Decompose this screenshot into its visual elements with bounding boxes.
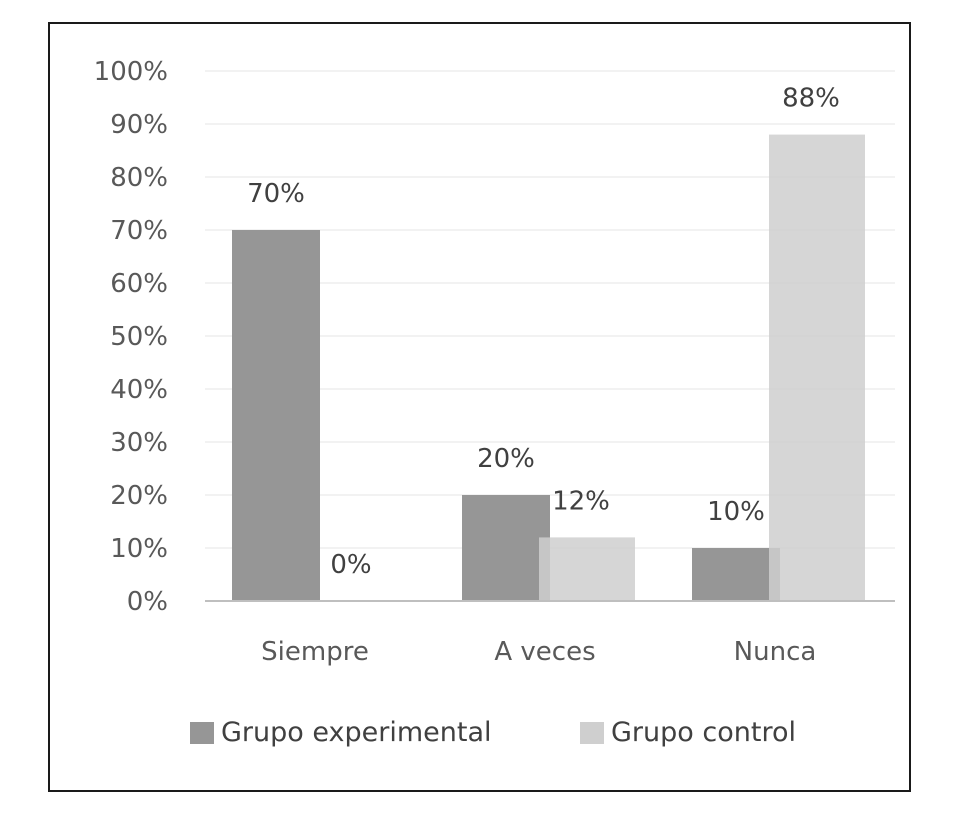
x-category-label: A veces: [494, 637, 595, 667]
y-tick-label: 10%: [110, 534, 168, 564]
bars: [232, 134, 865, 601]
legend-swatch: [190, 722, 214, 744]
y-tick-label: 30%: [110, 428, 168, 458]
legend: Grupo experimental Grupo control: [190, 717, 796, 748]
data-labels: 70% 0% 20% 12% 10% 88%: [247, 84, 840, 580]
y-tick-label: 50%: [110, 322, 168, 352]
data-label: 0%: [330, 550, 371, 580]
bar-grupo-control: [539, 537, 635, 601]
bar-grupo-experimental: [462, 495, 550, 601]
y-tick-label: 40%: [110, 375, 168, 405]
data-label: 12%: [552, 486, 610, 516]
chart-frame: [48, 22, 911, 792]
legend-label: Grupo control: [611, 717, 796, 748]
data-label: 88%: [782, 84, 840, 114]
bar-grupo-experimental: [232, 230, 320, 601]
bar-grupo-experimental: [692, 548, 780, 601]
y-tick-label: 70%: [110, 216, 168, 246]
bar-grupo-control: [769, 134, 865, 601]
x-category-label: Siempre: [261, 637, 369, 667]
y-tick-label: 20%: [110, 481, 168, 511]
x-category-label: Nunca: [734, 637, 817, 667]
data-label: 20%: [477, 444, 535, 474]
data-label: 10%: [707, 497, 765, 527]
legend-swatch: [580, 722, 604, 744]
y-tick-label: 80%: [110, 163, 168, 193]
y-tick-label: 90%: [110, 110, 168, 140]
x-axis-categories: Siempre A veces Nunca: [261, 637, 816, 667]
y-tick-label: 0%: [127, 587, 168, 617]
legend-label: Grupo experimental: [221, 717, 492, 748]
y-axis-ticks: 0% 10% 20% 30% 40% 50% 60% 70% 80% 90% 100%: [94, 57, 168, 617]
data-label: 70%: [247, 179, 305, 209]
y-tick-label: 60%: [110, 269, 168, 299]
y-tick-label: 100%: [94, 57, 168, 87]
